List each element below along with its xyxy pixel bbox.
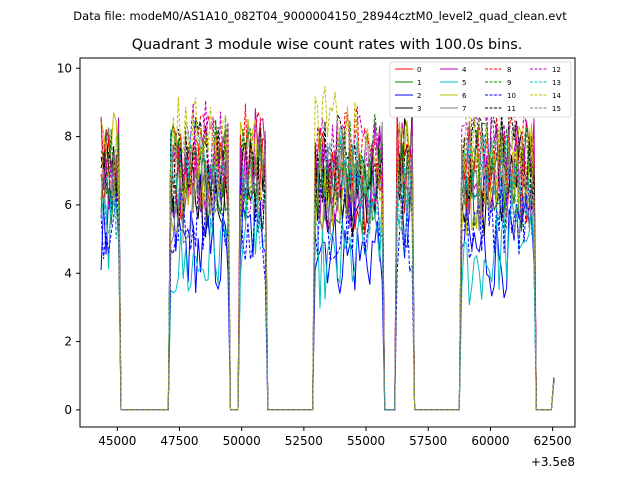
legend-label: 2 bbox=[417, 92, 421, 100]
legend-label: 15 bbox=[552, 105, 561, 113]
legend-label: 12 bbox=[552, 66, 561, 74]
legend-label: 3 bbox=[417, 105, 421, 113]
y-axis: 0 2 4 6 8 10 bbox=[57, 61, 80, 417]
y-tick-label: 10 bbox=[57, 61, 72, 75]
series-layer bbox=[100, 86, 555, 411]
x-offset-label: +3.5e8 bbox=[531, 455, 575, 469]
x-axis: 45000 47500 50000 52500 55000 57500 60000 62500 bbox=[98, 427, 572, 448]
series-line-14 bbox=[100, 86, 555, 411]
legend-box bbox=[389, 61, 572, 118]
x-tick-label: 50000 bbox=[223, 434, 261, 448]
x-tick-label: 62500 bbox=[534, 434, 572, 448]
legend-label: 14 bbox=[552, 92, 561, 100]
legend-label: 0 bbox=[417, 66, 421, 74]
legend-label: 7 bbox=[462, 105, 466, 113]
series-line-2 bbox=[100, 179, 555, 411]
plot-frame bbox=[79, 57, 576, 428]
legend-label: 13 bbox=[552, 79, 561, 87]
y-tick-label: 6 bbox=[64, 198, 72, 212]
y-tick-label: 8 bbox=[64, 130, 72, 144]
x-tick-label: 55000 bbox=[347, 434, 385, 448]
y-tick-label: 4 bbox=[64, 266, 72, 280]
chart-suptitle: Data file: modeM0/AS1A10_082T04_90000041… bbox=[73, 9, 567, 23]
x-tick-label: 52500 bbox=[285, 434, 323, 448]
x-tick-label: 45000 bbox=[98, 434, 136, 448]
legend-label: 9 bbox=[507, 79, 511, 87]
series-line-15 bbox=[100, 121, 555, 411]
legend-label: 11 bbox=[507, 105, 516, 113]
series-line-13 bbox=[100, 120, 555, 411]
x-tick-label: 47500 bbox=[160, 434, 198, 448]
legend-label: 8 bbox=[507, 66, 511, 74]
x-tick-label: 60000 bbox=[471, 434, 509, 448]
y-tick-label: 2 bbox=[64, 335, 72, 349]
legend-label: 1 bbox=[417, 79, 421, 87]
legend-label: 4 bbox=[462, 66, 467, 74]
series-line-9 bbox=[100, 114, 555, 411]
legend-label: 10 bbox=[507, 92, 516, 100]
legend-label: 6 bbox=[462, 92, 467, 100]
y-tick-label: 0 bbox=[64, 403, 72, 417]
chart-title: Quadrant 3 module wise count rates with … bbox=[132, 37, 523, 53]
x-tick-label: 57500 bbox=[409, 434, 447, 448]
legend-label: 5 bbox=[462, 79, 466, 87]
